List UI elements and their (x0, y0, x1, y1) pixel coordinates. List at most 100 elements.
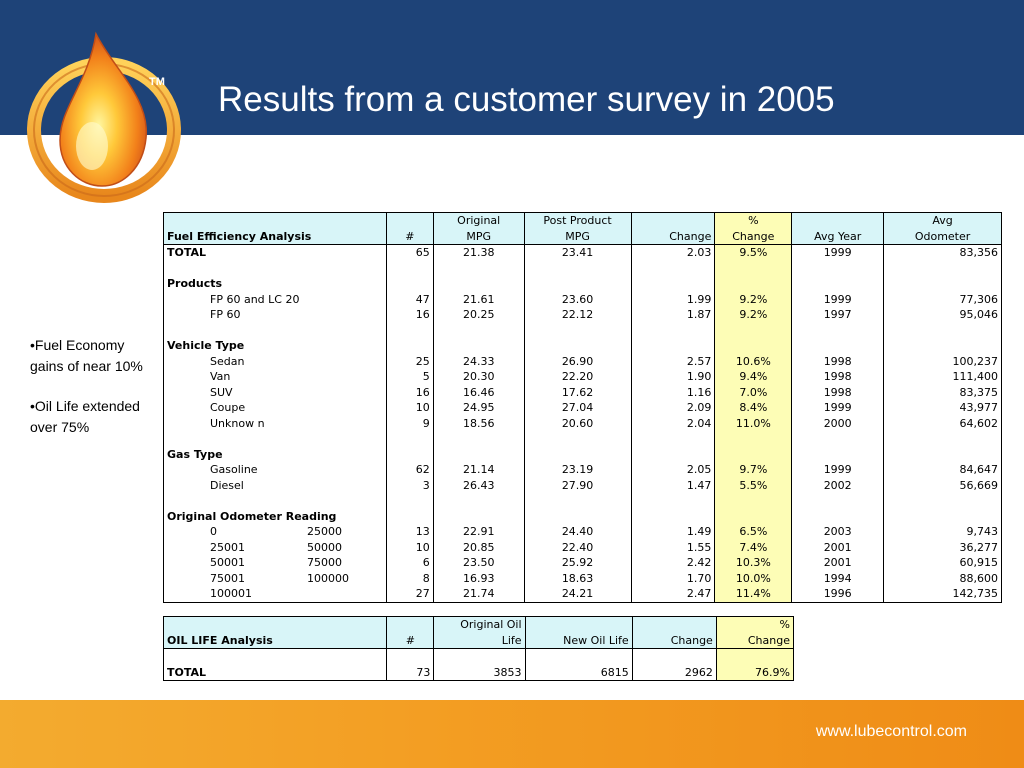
table-cell: 20.60 (523, 415, 632, 431)
row-label-text: 100001 (210, 587, 252, 601)
total-row: TOTAL 73 3853 6815 2962 76.9% (162, 664, 795, 681)
header-cell: Change (630, 228, 716, 245)
row-label: Van (163, 369, 387, 385)
spacer-row (163, 260, 1002, 276)
header-cell: Post Product (523, 212, 632, 229)
row-label-text: 50001 (210, 556, 245, 570)
header-cell: New Oil Life (524, 632, 633, 649)
bullet-fuel-economy: •Fuel Economy gains of near 10% (30, 337, 143, 374)
empty-cell (524, 648, 633, 665)
empty-cell (523, 322, 632, 338)
table-cell: 2.04 (630, 415, 716, 431)
empty-cell (714, 431, 793, 447)
table-cell: 5.5% (714, 477, 793, 493)
table-cell: 9,743 (883, 524, 1002, 540)
table-cell: 2002 (791, 477, 885, 493)
header-cell: # (385, 228, 434, 245)
table-cell: 5 (385, 369, 434, 385)
header-cell (162, 616, 388, 633)
empty-cell (714, 276, 793, 292)
empty-cell (630, 276, 716, 292)
table-cell: 23.50 (432, 555, 525, 571)
table-cell: 60,915 (883, 555, 1002, 571)
empty-cell (385, 322, 434, 338)
row-label-text: Coupe (210, 401, 246, 415)
table-cell: 65 (385, 244, 434, 261)
table-cell: 26.43 (432, 477, 525, 493)
table-cell: 9.2% (714, 291, 793, 307)
empty-cell (163, 431, 387, 447)
table-cell: 2001 (791, 555, 885, 571)
empty-cell (630, 446, 716, 462)
empty-cell (523, 338, 632, 354)
empty-cell (883, 338, 1002, 354)
empty-cell (883, 508, 1002, 524)
row-label-text: Van (210, 370, 231, 384)
spacer-row (163, 493, 1002, 509)
empty-cell (163, 260, 387, 276)
total-row: TOTAL 65 21.38 23.41 2.03 9.5% 1999 83,356 (163, 244, 1002, 261)
table-cell: 1.70 (630, 570, 716, 586)
header-cell (631, 616, 717, 633)
empty-cell (883, 493, 1002, 509)
oil-drop-logo-icon (27, 31, 181, 203)
table-cell: 1.87 (630, 307, 716, 323)
header-cell: Original (432, 212, 525, 229)
row-label-text: Gasoline (210, 463, 258, 477)
table-cell: 64,602 (883, 415, 1002, 431)
row-label-text: 0 (210, 525, 217, 539)
empty-cell (162, 648, 388, 665)
table-cell: 9.7% (714, 462, 793, 478)
empty-cell (714, 322, 793, 338)
spacer-row (163, 322, 1002, 338)
table-cell: TOTAL (163, 244, 387, 261)
empty-cell (791, 493, 885, 509)
table-cell: 43,977 (883, 400, 1002, 416)
table-cell: 25 (385, 353, 434, 369)
group-title: Products (163, 276, 387, 292)
row-label-text: SUV (210, 385, 233, 399)
empty-cell (385, 260, 434, 276)
empty-cell (631, 648, 717, 665)
table-row: Coupe 10 24.95 27.04 2.09 8.4% 1999 43,977 (163, 400, 1002, 416)
table-row: Gasoline 62 21.14 23.19 2.05 9.7% 1999 84,647 (163, 462, 1002, 478)
table-cell: 9 (385, 415, 434, 431)
empty-cell (523, 493, 632, 509)
table-cell: 2.05 (630, 462, 716, 478)
table-cell: 23.19 (523, 462, 632, 478)
footer-url[interactable]: www.lubecontrol.com (815, 723, 967, 740)
table-cell: 1999 (791, 400, 885, 416)
table-cell: 24.40 (523, 524, 632, 540)
table-cell: 7.0% (714, 384, 793, 400)
bullet-oil-life: •Oil Life extended over 75% (30, 398, 140, 435)
empty-cell (163, 493, 387, 509)
table-cell: 17.62 (523, 384, 632, 400)
table-cell: 3 (385, 477, 434, 493)
header-cell: Original Oil (433, 616, 526, 633)
group-title: Original Odometer Reading (163, 508, 387, 524)
table-cell: 11.4% (714, 586, 793, 603)
header-cell: OIL LIFE Analysis (162, 632, 388, 649)
empty-cell (791, 322, 885, 338)
table-cell: 16 (385, 307, 434, 323)
group-title-row: Vehicle Type (163, 338, 1002, 354)
bullet-list: •Fuel Economy gains of near 10% •Oil Lif… (30, 335, 145, 457)
header-cell: Fuel Efficiency Analysis (163, 228, 387, 245)
table-cell: 21.61 (432, 291, 525, 307)
header-cell: MPG (523, 228, 632, 245)
table-cell: 27.90 (523, 477, 632, 493)
row-label: 100001 (163, 586, 387, 603)
empty-cell (432, 322, 525, 338)
table-cell: 16 (385, 384, 434, 400)
empty-cell (630, 508, 716, 524)
table-cell: 9.5% (714, 244, 793, 261)
row-label-text: Diesel (210, 478, 244, 492)
empty-cell (883, 260, 1002, 276)
row-label: FP 60 (163, 307, 387, 323)
row-label-upper: 100000 (307, 571, 349, 585)
group-title: Vehicle Type (163, 338, 387, 354)
table-cell: 25.92 (523, 555, 632, 571)
table-row: Diesel 3 26.43 27.90 1.47 5.5% 2002 56,669 (163, 477, 1002, 493)
row-label-text: Sedan (210, 354, 245, 368)
table-cell: 20.30 (432, 369, 525, 385)
